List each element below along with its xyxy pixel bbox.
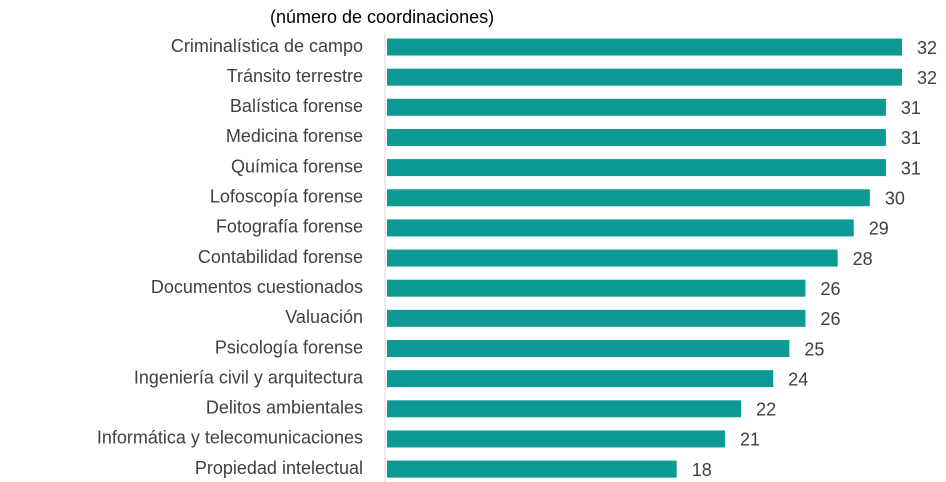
category-label: Documentos cuestionados xyxy=(151,277,363,297)
bar xyxy=(387,430,725,448)
value-label: 21 xyxy=(740,430,760,450)
value-label: 31 xyxy=(901,158,921,178)
category-label: Tránsito terrestre xyxy=(227,66,363,86)
value-label: 26 xyxy=(820,279,840,299)
category-label: Lofoscopía forense xyxy=(210,187,363,207)
value-label: 31 xyxy=(901,128,921,148)
bar xyxy=(387,370,774,388)
category-label: Criminalística de campo xyxy=(171,36,363,56)
bar xyxy=(387,189,870,207)
value-label: 24 xyxy=(788,369,808,389)
value-label: 31 xyxy=(901,98,921,118)
bar xyxy=(387,68,902,86)
value-label: 22 xyxy=(756,400,776,420)
category-label: Medicina forense xyxy=(226,126,363,146)
value-label: 30 xyxy=(885,189,905,209)
category-label: Psicología forense xyxy=(215,337,363,357)
category-label: Fotografía forense xyxy=(216,217,363,237)
category-label: Delitos ambientales xyxy=(206,398,363,418)
bar xyxy=(387,159,886,177)
category-label: Química forense xyxy=(231,156,363,176)
value-label: 26 xyxy=(820,309,840,329)
value-label: 29 xyxy=(869,219,889,239)
bar xyxy=(387,279,806,297)
bar xyxy=(387,219,854,237)
bar xyxy=(387,400,742,418)
bar xyxy=(387,309,806,327)
bar xyxy=(387,98,886,116)
category-label: Ingeniería civil y arquitectura xyxy=(134,367,364,387)
chart-subtitle: (número de coordinaciones) xyxy=(270,7,494,27)
category-label: Propiedad intelectual xyxy=(195,458,363,478)
bar xyxy=(387,460,677,478)
category-label: Valuación xyxy=(285,307,363,327)
value-label: 25 xyxy=(804,339,824,359)
value-label: 32 xyxy=(917,38,937,58)
category-label: Informática y telecomunicaciones xyxy=(97,428,363,448)
bar xyxy=(387,128,886,146)
value-label: 18 xyxy=(692,460,712,480)
value-label: 32 xyxy=(917,68,937,88)
value-label: 28 xyxy=(853,249,873,269)
category-label: Balística forense xyxy=(230,96,363,116)
bar xyxy=(387,249,838,267)
bar xyxy=(387,38,902,56)
bar xyxy=(387,340,790,357)
category-label: Contabilidad forense xyxy=(198,247,363,267)
